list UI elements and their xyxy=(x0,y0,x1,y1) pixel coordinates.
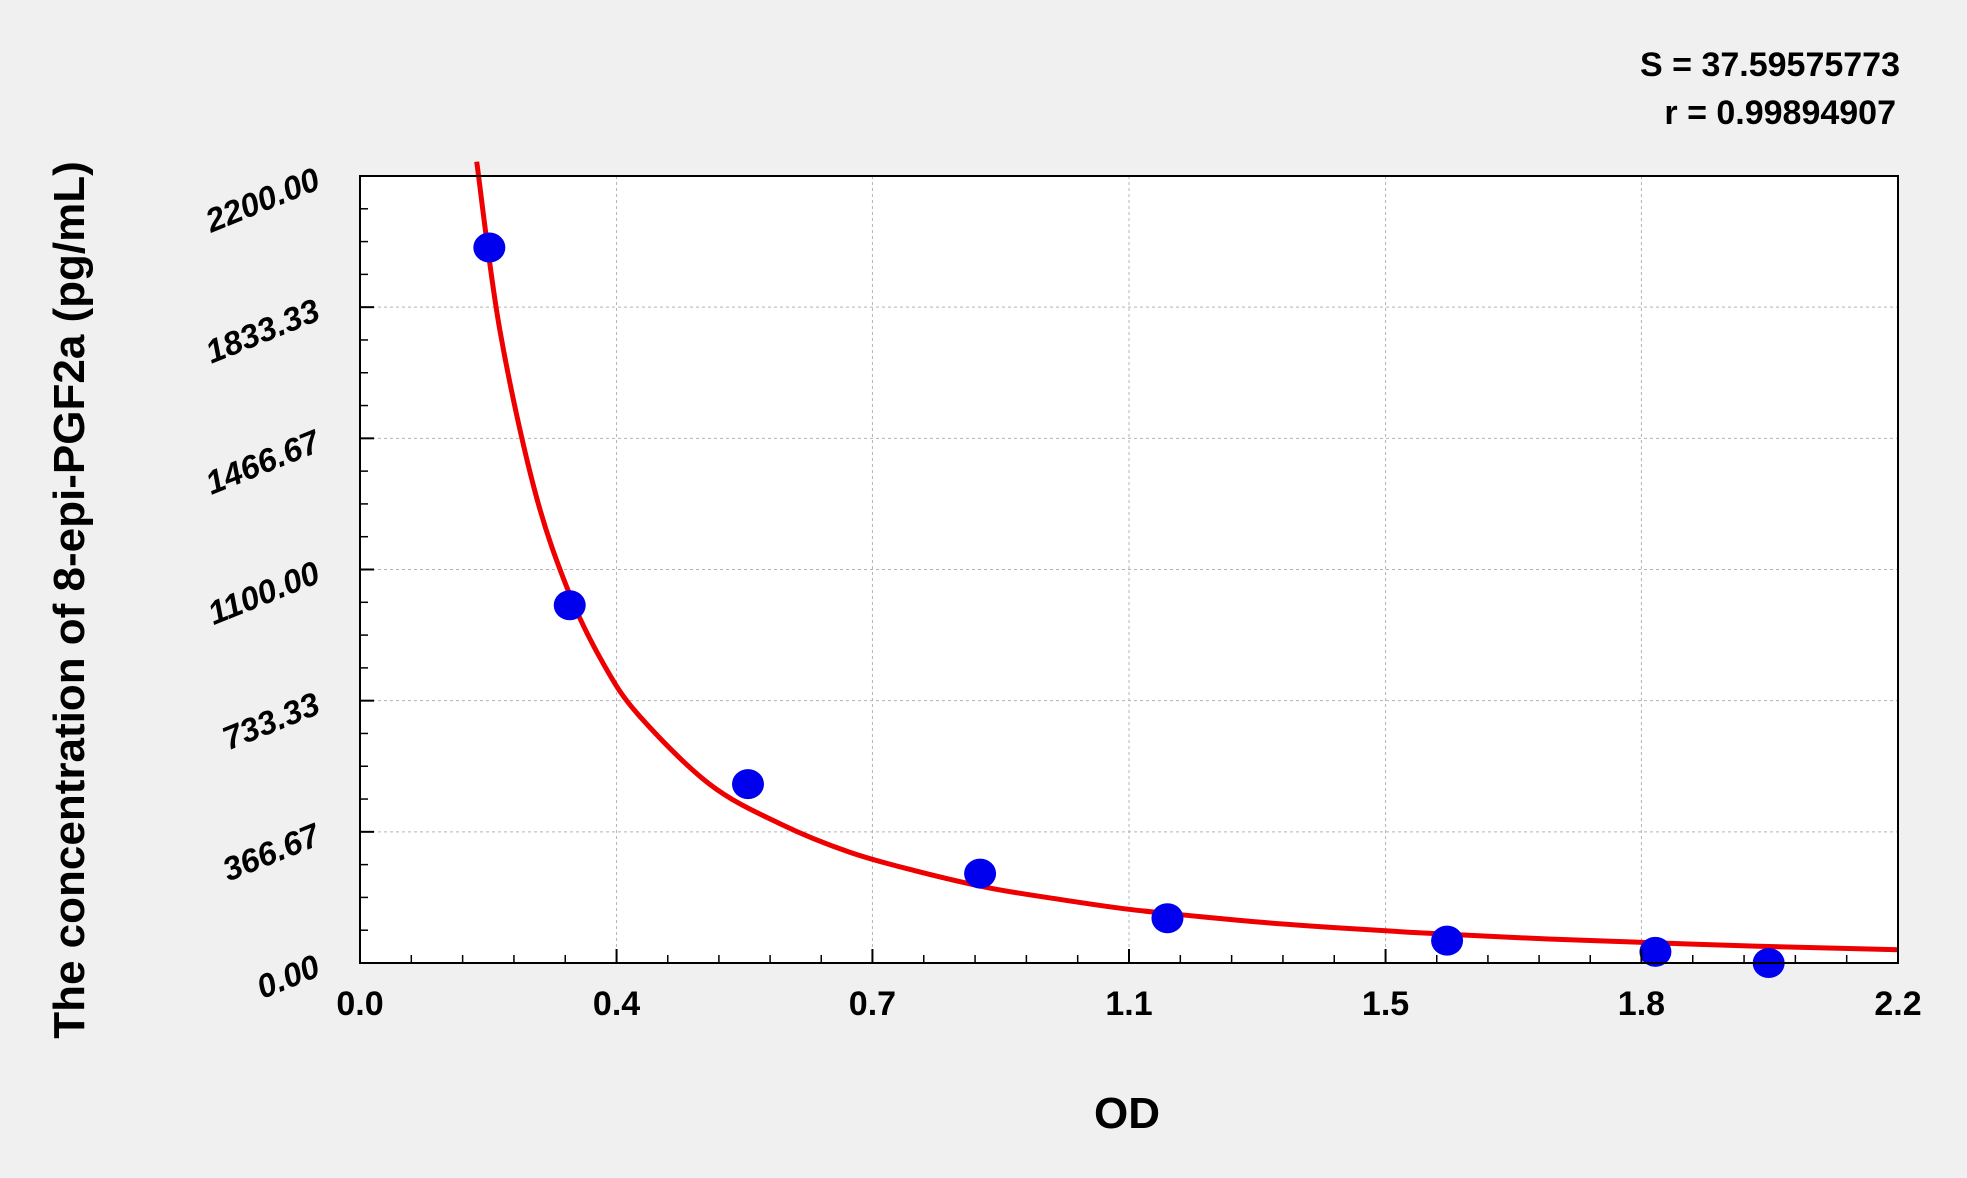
data-point xyxy=(964,858,997,889)
x-tick-label: 0.4 xyxy=(593,985,640,1023)
stat-r-annotation: r = 0.99894907 xyxy=(1664,94,1896,132)
data-point xyxy=(1431,925,1464,956)
data-points-layer xyxy=(473,232,1785,978)
x-tick-label: 0.7 xyxy=(849,985,896,1023)
x-tick-label: 1.8 xyxy=(1618,985,1665,1023)
data-point xyxy=(731,769,764,800)
x-axis-title: OD xyxy=(1094,1089,1160,1138)
data-point xyxy=(553,590,586,621)
x-tick-label: 1.1 xyxy=(1105,985,1152,1023)
grid-lines xyxy=(360,176,1898,963)
y-axis-title: The concentration of 8-epi-PGF2a (pg/mL) xyxy=(45,161,94,1039)
data-point xyxy=(473,232,506,263)
data-point xyxy=(1639,936,1672,967)
data-point xyxy=(1151,903,1184,934)
x-tick-label: 0.0 xyxy=(336,985,383,1023)
x-tick-label: 2.2 xyxy=(1874,985,1921,1023)
x-tick-label: 1.5 xyxy=(1362,985,1409,1023)
stat-s-annotation: S = 37.59575773 xyxy=(1640,46,1900,84)
axis-ticks xyxy=(359,175,1899,964)
